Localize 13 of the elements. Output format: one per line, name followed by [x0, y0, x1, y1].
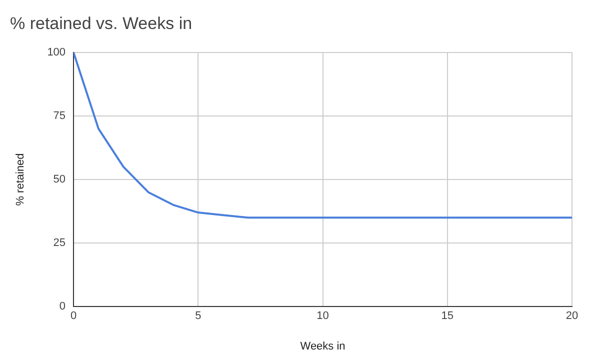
x-tick-label: 10 [316, 310, 329, 322]
x-tick-label: 15 [441, 310, 454, 322]
y-tick-label: 50 [53, 174, 66, 186]
y-tick-label: 25 [53, 237, 66, 250]
y-axis-title: % retained [14, 153, 27, 206]
chart-title: % retained vs. Weeks in [10, 14, 192, 33]
y-tick-label: 0 [59, 300, 66, 313]
x-axis-title: Weeks in [300, 340, 346, 352]
y-tick-label: 100 [47, 46, 66, 58]
y-tick-label: 75 [53, 110, 66, 122]
x-tick-label: 20 [566, 310, 578, 322]
x-tick-label: 0 [70, 310, 77, 322]
x-tick-label: 5 [195, 310, 202, 322]
